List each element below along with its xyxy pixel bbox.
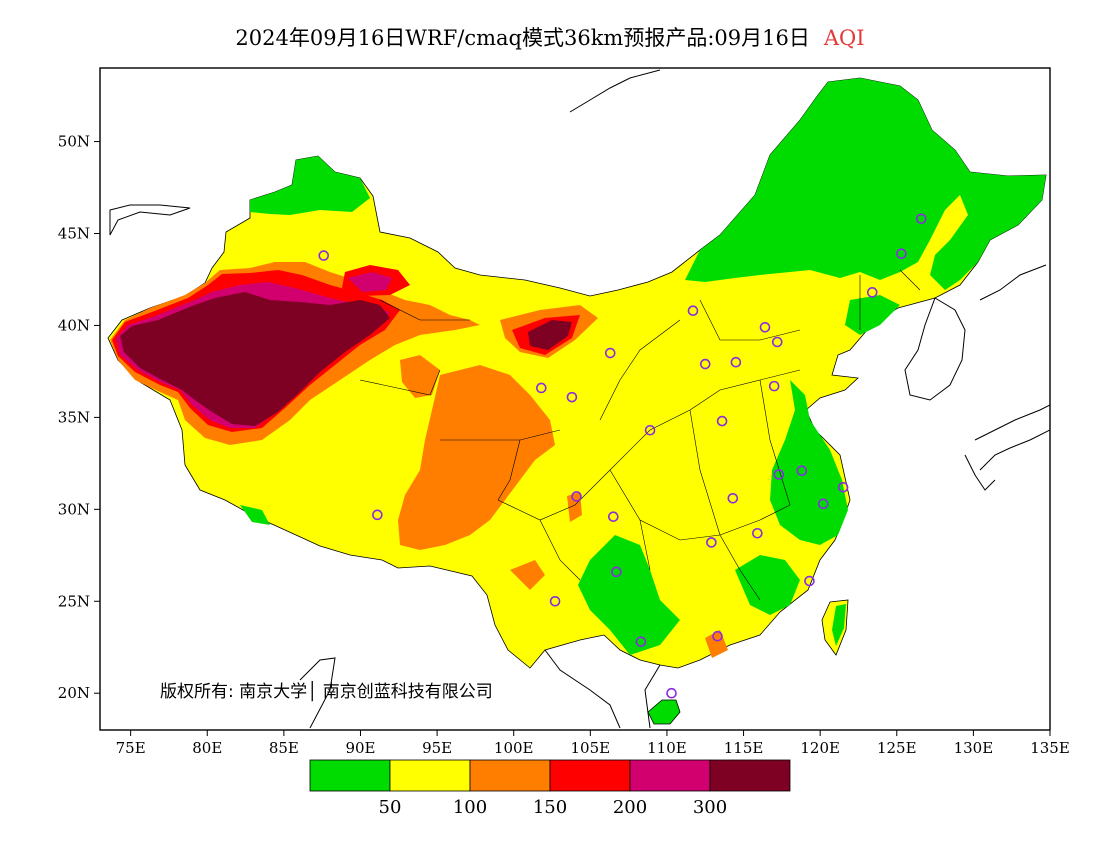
lon-tick-label: 115E bbox=[724, 739, 764, 757]
north-good-strip bbox=[250, 156, 370, 215]
city-marker bbox=[706, 537, 717, 548]
city-markers bbox=[318, 213, 927, 699]
city-marker bbox=[687, 305, 699, 317]
lat-tick-label: 30N bbox=[58, 500, 90, 518]
liaoning-good bbox=[845, 295, 900, 335]
japan-outline bbox=[964, 404, 1050, 491]
city-marker bbox=[608, 511, 619, 522]
city-marker bbox=[896, 248, 907, 260]
lon-tick-label: 130E bbox=[954, 739, 994, 757]
colorbar-label: 100 bbox=[453, 797, 487, 818]
korea-outline bbox=[904, 297, 966, 401]
lat-tick-label: 50N bbox=[58, 133, 90, 151]
lon-tick-label: 75E bbox=[116, 739, 146, 757]
city-marker bbox=[644, 424, 656, 436]
lon-tick-label: 110E bbox=[647, 739, 687, 757]
city-marker bbox=[773, 469, 785, 480]
colorbar-label: 50 bbox=[379, 797, 402, 818]
colorbar-cell bbox=[389, 759, 471, 792]
qinghai-usg bbox=[400, 355, 440, 398]
city-marker bbox=[566, 391, 578, 403]
latitude-ticks: 20N 25N 30N 35N 40N 45N 50N bbox=[58, 133, 100, 702]
southern-tibet-good bbox=[240, 505, 270, 525]
longitude-ticks: 75E 80E 85E 90E 95E 100E 105E 110E 115E 120E 125E 1… bbox=[116, 730, 1070, 757]
lon-tick-label: 135E bbox=[1030, 739, 1070, 757]
lon-tick-label: 80E bbox=[192, 739, 222, 757]
lon-tick-label: 95E bbox=[422, 739, 452, 757]
city-marker bbox=[771, 336, 783, 348]
city-marker bbox=[752, 527, 763, 539]
city-marker bbox=[759, 321, 771, 333]
colorbar-label: 300 bbox=[693, 797, 727, 818]
hainan-island bbox=[647, 699, 681, 725]
tibet-plateau-usg bbox=[398, 365, 555, 550]
city-marker bbox=[699, 358, 711, 370]
copyright-text: 版权所有: 南京大学│ 南京创蓝科技有限公司 bbox=[160, 681, 493, 702]
lon-tick-label: 90E bbox=[345, 739, 375, 757]
city-marker bbox=[804, 575, 815, 587]
lat-tick-label: 25N bbox=[58, 592, 90, 610]
city-marker bbox=[372, 509, 383, 521]
title-main: 2024年09月16日WRF/cmaq模式36km预报产品:09月16日 bbox=[235, 26, 810, 50]
alxa-hazardous bbox=[528, 320, 572, 350]
colorbar-cell bbox=[469, 759, 551, 792]
city-marker bbox=[915, 213, 927, 225]
balkhash-outline bbox=[109, 204, 191, 236]
map-frame bbox=[99, 67, 1051, 731]
southeast-good bbox=[735, 555, 800, 615]
city-marker bbox=[768, 380, 780, 392]
title-product: AQI bbox=[823, 26, 865, 50]
sichuan-usg-spot bbox=[567, 492, 582, 522]
taiwan-green bbox=[832, 604, 846, 646]
city-marker bbox=[604, 347, 616, 359]
colorbar-cell bbox=[549, 759, 631, 792]
south-good bbox=[578, 535, 680, 655]
colorbar-cell bbox=[709, 759, 791, 792]
colorbar-cell bbox=[309, 759, 391, 792]
lat-tick-label: 40N bbox=[58, 316, 90, 334]
lat-tick-label: 35N bbox=[58, 408, 90, 426]
city-marker bbox=[549, 595, 561, 607]
city-marker bbox=[535, 382, 547, 394]
city-marker bbox=[866, 287, 878, 298]
city-marker bbox=[666, 687, 677, 699]
city-marker bbox=[716, 415, 728, 427]
city-marker bbox=[611, 566, 622, 578]
lon-tick-label: 105E bbox=[571, 739, 611, 757]
map-content bbox=[107, 69, 1050, 729]
tarim-hazardous bbox=[120, 292, 390, 426]
province-borders bbox=[359, 269, 921, 601]
russia-coast-outline bbox=[569, 69, 1047, 301]
southasia-outline bbox=[299, 657, 336, 729]
aqi-colorbar: 50 100 150 200 300 bbox=[309, 759, 791, 818]
yunnan-usg bbox=[510, 560, 545, 590]
city-marker bbox=[727, 492, 739, 504]
colorbar-label: 200 bbox=[613, 797, 647, 818]
northeast-good bbox=[685, 78, 1046, 290]
city-marker bbox=[635, 636, 647, 648]
lon-tick-label: 120E bbox=[800, 739, 840, 757]
lon-tick-label: 100E bbox=[494, 739, 534, 757]
map-title: 2024年09月16日WRF/cmaq模式36km预报产品:09月16日 AQI bbox=[0, 22, 1100, 52]
city-marker bbox=[318, 250, 330, 261]
city-marker bbox=[712, 630, 723, 642]
city-marker bbox=[837, 481, 849, 493]
indochina-outline bbox=[544, 649, 661, 729]
city-marker bbox=[571, 491, 582, 502]
city-marker bbox=[796, 465, 808, 477]
turpan-very-unhealthy bbox=[348, 272, 392, 292]
lat-tick-label: 20N bbox=[58, 684, 90, 702]
colorbar-label: 150 bbox=[533, 797, 567, 818]
lat-tick-label: 45N bbox=[58, 225, 90, 243]
lon-tick-label: 125E bbox=[877, 739, 917, 757]
city-marker bbox=[817, 498, 829, 510]
colorbar-cell bbox=[629, 759, 711, 792]
lon-tick-label: 85E bbox=[269, 739, 299, 757]
city-marker bbox=[730, 356, 742, 368]
